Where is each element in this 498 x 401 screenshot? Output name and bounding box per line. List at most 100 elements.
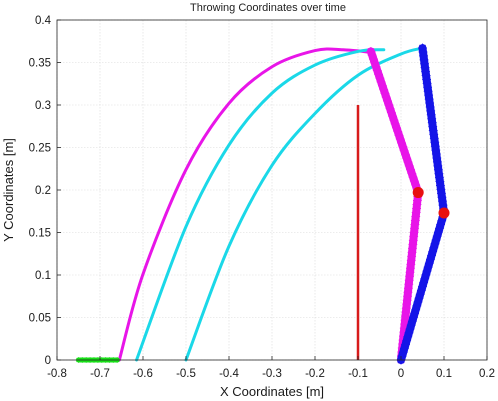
asterisk-marker: [404, 328, 414, 338]
asterisk-marker: [415, 289, 425, 299]
asterisk-marker: [425, 102, 435, 112]
asterisk-marker: [401, 150, 410, 159]
asterisk-marker: [418, 282, 427, 291]
asterisk-marker: [407, 316, 417, 326]
asterisk-marker: [397, 138, 406, 148]
series-1-arc: [135, 48, 386, 362]
asterisk-marker: [388, 111, 398, 121]
x-tick-label: -0.4: [219, 368, 239, 380]
asterisk-marker: [427, 118, 437, 128]
asterisk-marker: [437, 216, 447, 226]
asterisk-marker: [428, 247, 438, 257]
asterisk-marker: [407, 169, 417, 178]
asterisk-marker: [432, 157, 442, 167]
asterisk-marker: [420, 63, 430, 73]
asterisk-marker: [404, 161, 414, 171]
x-tick-label: -0.6: [133, 368, 153, 380]
asterisk-marker: [381, 92, 391, 102]
asterisk-marker: [389, 115, 399, 125]
asterisk-marker: [428, 126, 438, 135]
asterisk-marker: [438, 200, 448, 210]
asterisk-marker: [433, 227, 443, 237]
asterisk-marker: [386, 108, 396, 117]
asterisk-marker: [436, 220, 446, 229]
asterisk-marker: [423, 262, 433, 272]
asterisk-marker: [412, 301, 422, 311]
y-tick-label: 0.35: [29, 58, 51, 70]
asterisk-marker: [399, 343, 409, 353]
asterisk-marker: [429, 133, 439, 143]
asterisk-marker: [390, 119, 400, 129]
asterisk-marker: [398, 142, 408, 152]
joint-marker: [412, 187, 424, 199]
asterisk-marker: [376, 77, 386, 87]
asterisk-marker: [380, 88, 390, 98]
asterisk-marker: [397, 351, 407, 361]
joint-marker: [438, 207, 450, 219]
y-tick-label: 0.4: [35, 15, 52, 27]
asterisk-marker: [431, 149, 441, 159]
asterisk-marker: [420, 59, 429, 69]
asterisk-marker: [402, 336, 412, 346]
asterisk-marker: [384, 100, 394, 110]
asterisk-marker: [394, 130, 404, 140]
y-tick-label: 0: [45, 355, 51, 367]
asterisk-marker: [383, 96, 392, 106]
x-tick-label: -0.7: [90, 368, 110, 380]
asterisk-marker: [428, 122, 438, 131]
asterisk-marker: [430, 141, 440, 151]
asterisk-marker: [432, 153, 442, 163]
trajectory-arc: [135, 48, 386, 362]
y-tick-label: 0.1: [35, 270, 51, 282]
chart-title: Throwing Coordinates over time: [190, 2, 346, 14]
asterisk-marker: [435, 177, 445, 186]
asterisk-marker: [426, 110, 436, 120]
asterisk-marker: [374, 69, 383, 79]
asterisk-marker: [437, 188, 446, 198]
asterisk-marker: [375, 73, 385, 83]
asterisk-marker: [370, 58, 380, 68]
asterisk-marker: [430, 239, 440, 249]
asterisk-marker: [424, 258, 434, 268]
asterisk-marker: [423, 82, 433, 92]
asterisk-marker: [405, 324, 415, 334]
asterisk-marker: [437, 192, 447, 202]
y-axis-label: Y Coordinates [m]: [1, 138, 16, 242]
asterisk-marker: [426, 254, 435, 264]
asterisk-marker: [395, 134, 405, 144]
asterisk-marker: [422, 75, 431, 84]
y-tick-label: 0.25: [29, 143, 51, 155]
y-tick-label: 0.2: [35, 185, 51, 197]
asterisk-marker: [421, 270, 431, 280]
asterisk-marker: [393, 127, 403, 136]
x-tick-label: -0.8: [47, 368, 67, 380]
asterisk-marker: [385, 104, 395, 114]
x-axis-ticks: -0.8 -0.7 -0.6 -0.5 -0.4 -0.3 -0.2 -0.1 0 0.1 0.2: [47, 356, 495, 380]
asterisk-marker: [432, 231, 442, 241]
asterisk-marker: [410, 309, 419, 318]
x-tick-label: 0.2: [479, 368, 495, 380]
asterisk-marker: [398, 347, 408, 357]
x-tick-label: 0.1: [436, 368, 452, 380]
asterisk-marker: [372, 66, 382, 75]
x-tick-label: -0.1: [348, 368, 368, 380]
asterisk-marker: [431, 235, 441, 245]
x-tick-label: -0.5: [176, 368, 196, 380]
trajectory-arc: [184, 46, 424, 362]
asterisk-marker: [424, 90, 434, 100]
asterisk-marker: [420, 274, 430, 284]
asterisk-marker: [427, 251, 436, 260]
asterisk-marker: [411, 305, 421, 315]
asterisk-marker: [409, 313, 418, 322]
asterisk-marker: [419, 278, 429, 288]
asterisk-marker: [427, 114, 437, 124]
asterisk-marker: [433, 161, 443, 171]
y-tick-label: 0.05: [29, 313, 51, 325]
asterisk-marker: [378, 81, 387, 91]
asterisk-marker: [406, 320, 416, 330]
asterisk-marker: [436, 184, 446, 194]
asterisk-marker: [419, 55, 429, 65]
series-0-arc: [117, 47, 373, 362]
asterisk-marker: [402, 153, 412, 163]
